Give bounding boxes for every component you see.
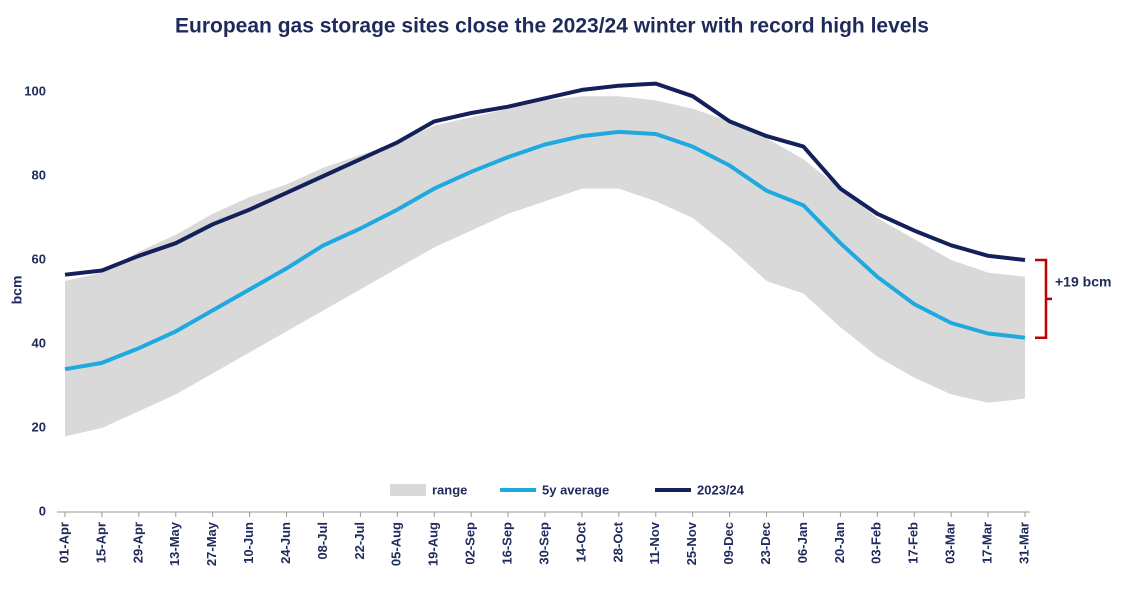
- x-tick-label: 30-Sep: [536, 522, 551, 565]
- x-tick-label: 17-Feb: [906, 522, 921, 564]
- x-tick-label: 24-Jun: [278, 522, 293, 564]
- x-tick-label: 01-Apr: [56, 522, 71, 563]
- x-tick-label: 16-Sep: [500, 522, 515, 565]
- x-tick-label: 25-Nov: [684, 521, 699, 565]
- y-tick-label: 40: [32, 335, 46, 350]
- x-tick-label: 19-Aug: [426, 522, 441, 566]
- legend-label: 5y average: [542, 482, 609, 497]
- x-tick-label: 03-Mar: [943, 522, 958, 564]
- series-line: [64, 81, 1026, 277]
- x-tick-label: 10-Jun: [241, 522, 256, 564]
- y-tick-label: 60: [32, 251, 46, 266]
- y-tick-label: 20: [32, 419, 46, 434]
- legend-label: range: [432, 482, 467, 497]
- x-tick-label: 03-Feb: [869, 522, 884, 564]
- x-tick-label: 15-Apr: [93, 522, 108, 563]
- x-tick-label: 20-Jan: [832, 522, 847, 563]
- x-tick-label: 28-Oct: [610, 521, 625, 562]
- x-tick-label: 23-Dec: [758, 522, 773, 565]
- x-tick-label: 29-Apr: [130, 522, 145, 563]
- x-tick-label: 08-Jul: [315, 522, 330, 560]
- legend-label: 2023/24: [697, 482, 745, 497]
- x-tick-label: 09-Dec: [721, 522, 736, 565]
- x-tick-label: 13-May: [167, 521, 182, 566]
- x-tick-label: 05-Aug: [389, 522, 404, 566]
- annotation: +19 bcm: [1055, 274, 1111, 290]
- legend-swatch: [390, 484, 426, 496]
- x-tick-label: 27-May: [204, 521, 219, 566]
- y-tick-label: 100: [24, 83, 46, 98]
- series-line: [64, 129, 1026, 372]
- x-tick-label: 11-Nov: [647, 521, 662, 564]
- y-tick-label: 0: [39, 503, 46, 518]
- chart-title: European gas storage sites close the 202…: [175, 15, 929, 38]
- y-axis-label: bcm: [9, 276, 25, 305]
- x-tick-label: 06-Jan: [795, 522, 810, 563]
- range-area: [65, 96, 1025, 437]
- x-tick-label: 31-Mar: [1016, 522, 1031, 564]
- x-tick-label: 14-Oct: [573, 521, 588, 562]
- annotation-bracket: [1035, 258, 1052, 339]
- y-tick-label: 80: [32, 167, 46, 182]
- x-tick-label: 17-Mar: [980, 522, 995, 564]
- x-tick-label: 02-Sep: [463, 522, 478, 565]
- x-tick-label: 22-Jul: [352, 522, 367, 560]
